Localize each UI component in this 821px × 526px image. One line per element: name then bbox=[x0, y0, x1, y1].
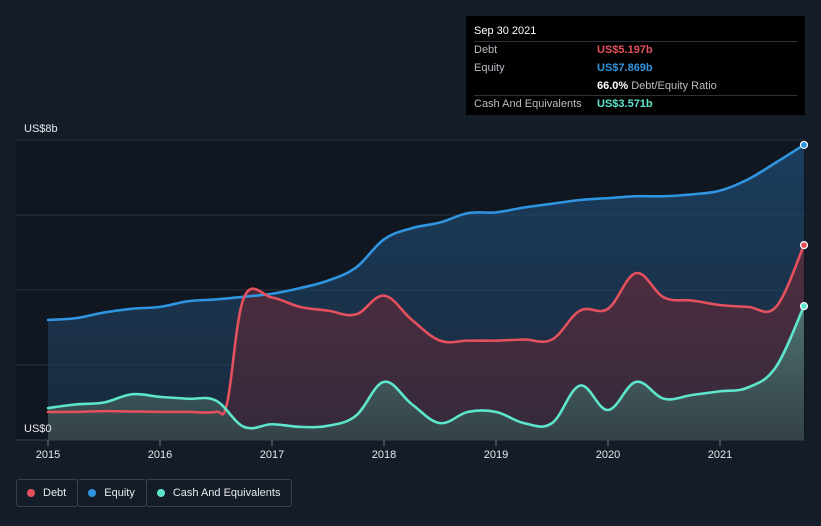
legend-dot-icon bbox=[156, 489, 165, 497]
x-tick-label: 2021 bbox=[708, 449, 732, 461]
legend-item-debt[interactable]: Debt bbox=[16, 479, 79, 507]
legend-label: Cash And Equivalents bbox=[172, 487, 281, 499]
tooltip-row-debt: Debt US$5.197b bbox=[474, 41, 797, 59]
legend-item-equity[interactable]: Equity bbox=[77, 479, 147, 507]
tooltip-row-value: US$3.571b bbox=[597, 98, 653, 110]
tooltip-panel: Sep 30 2021 Debt US$5.197b Equity US$7.8… bbox=[466, 16, 805, 115]
tooltip-row-ratio: 66.0% Debt/Equity Ratio bbox=[474, 77, 797, 95]
x-tick-label: 2019 bbox=[484, 449, 508, 461]
tooltip-row-value: US$7.869b bbox=[597, 62, 653, 74]
legend-item-cash[interactable]: Cash And Equivalents bbox=[145, 479, 293, 507]
equity-end-point[interactable] bbox=[799, 140, 809, 150]
series-end-points bbox=[799, 140, 809, 311]
y-tick-label-top: US$8b bbox=[24, 123, 58, 135]
debt-line bbox=[46, 243, 806, 416]
equity-line bbox=[46, 143, 806, 322]
cash-line bbox=[46, 304, 806, 430]
x-tick-label: 2015 bbox=[36, 449, 60, 461]
x-axis-ticks: 2015 2016 2017 2018 2019 2020 2021 bbox=[36, 440, 732, 461]
series-lines bbox=[46, 143, 806, 430]
x-tick-label: 2020 bbox=[596, 449, 620, 461]
tooltip-row-label: Debt bbox=[474, 44, 498, 56]
chart-legend: Debt Equity Cash And Equivalents bbox=[16, 479, 293, 507]
tooltip-row-value: US$5.197b bbox=[597, 44, 653, 56]
debt-end-point[interactable] bbox=[799, 241, 809, 250]
legend-dot-icon bbox=[88, 489, 97, 497]
x-tick-label: 2017 bbox=[260, 449, 284, 461]
y-tick-label-bottom: US$0 bbox=[24, 423, 52, 435]
x-tick-label: 2018 bbox=[372, 449, 396, 461]
legend-dot-icon bbox=[27, 489, 35, 497]
x-tick-label: 2016 bbox=[148, 449, 172, 461]
cash-end-point[interactable] bbox=[799, 301, 809, 311]
legend-label: Debt bbox=[43, 487, 67, 499]
tooltip-row-equity: Equity US$7.869b bbox=[474, 59, 797, 77]
ratio-value: 66.0% bbox=[597, 80, 629, 92]
tooltip-row-label: Equity bbox=[474, 62, 505, 74]
legend-label: Equity bbox=[104, 487, 135, 499]
tooltip-row-cash: Cash And Equivalents US$3.571b bbox=[474, 95, 797, 113]
ratio-caption: Debt/Equity Ratio bbox=[631, 80, 717, 92]
tooltip-date: Sep 30 2021 bbox=[474, 25, 537, 37]
tooltip-row-label: Cash And Equivalents bbox=[474, 98, 582, 110]
tooltip-row-value: 66.0% Debt/Equity Ratio bbox=[597, 78, 717, 95]
debt-area bbox=[48, 245, 804, 440]
